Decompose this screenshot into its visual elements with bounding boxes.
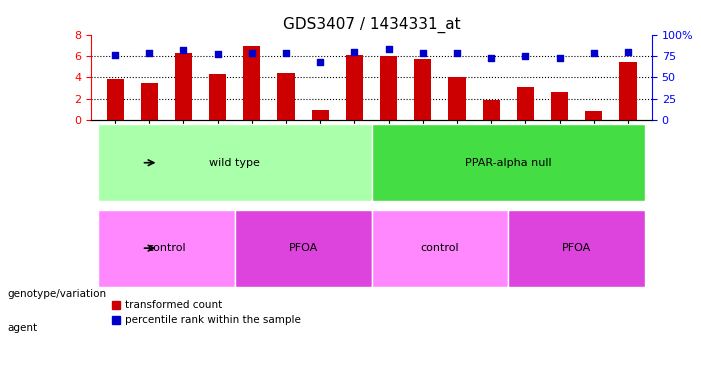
Bar (243, 46, 260, 120)
Point (349, 49, 360, 55)
Point (280, 50, 292, 56)
FancyBboxPatch shape (508, 210, 645, 286)
Bar (278, 73, 294, 120)
Bar (551, 92, 568, 120)
Text: control: control (421, 243, 459, 253)
Text: genotype/variation: genotype/variation (7, 289, 106, 299)
Title: GDS3407 / 1434331_at: GDS3407 / 1434331_at (283, 17, 461, 33)
Bar (414, 59, 431, 120)
Point (622, 49, 634, 55)
Point (486, 55, 497, 61)
Point (520, 53, 531, 59)
Bar (346, 55, 363, 120)
Text: control: control (147, 243, 186, 253)
Point (178, 47, 189, 53)
Bar (209, 74, 226, 120)
Point (554, 55, 565, 61)
Point (246, 50, 257, 56)
Bar (585, 111, 602, 120)
Text: PFOA: PFOA (289, 243, 318, 253)
Point (383, 46, 394, 52)
Point (417, 50, 428, 56)
Text: PFOA: PFOA (562, 243, 592, 253)
Point (451, 50, 463, 56)
FancyBboxPatch shape (235, 210, 372, 286)
Bar (620, 62, 637, 120)
Point (315, 59, 326, 65)
Text: agent: agent (7, 323, 37, 333)
Bar (175, 53, 192, 120)
FancyBboxPatch shape (372, 124, 645, 201)
Point (109, 52, 121, 58)
Bar (312, 110, 329, 120)
Bar (141, 83, 158, 120)
Point (588, 50, 599, 56)
Legend: transformed count, percentile rank within the sample: transformed count, percentile rank withi… (107, 296, 306, 329)
Bar (483, 100, 500, 120)
Bar (449, 77, 465, 120)
Point (212, 51, 223, 57)
FancyBboxPatch shape (98, 124, 372, 201)
Text: wild type: wild type (210, 158, 260, 168)
Text: PPAR-alpha null: PPAR-alpha null (465, 158, 552, 168)
Point (144, 50, 155, 56)
Bar (517, 87, 534, 120)
Bar (380, 56, 397, 120)
FancyBboxPatch shape (372, 210, 508, 286)
Bar (107, 79, 123, 120)
FancyBboxPatch shape (98, 210, 235, 286)
